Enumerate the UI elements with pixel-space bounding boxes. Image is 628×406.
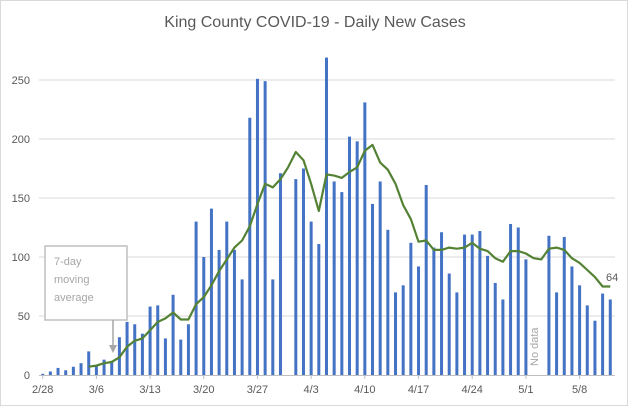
- bar-5/11: [601, 293, 605, 375]
- bar-2/29: [48, 371, 52, 375]
- x-tick-label: 5/8: [572, 384, 587, 396]
- bar-5/4: [547, 235, 551, 375]
- bar-4/18: [424, 185, 428, 375]
- bar-3/22: [217, 249, 221, 375]
- bar-5/1: [524, 259, 528, 375]
- bar-3/15: [163, 338, 167, 375]
- bar-4/3: [309, 221, 313, 375]
- bar-3/28: [263, 81, 267, 376]
- bar-4/2: [301, 168, 305, 375]
- bar-3/20: [202, 257, 206, 375]
- bar-3/5: [87, 351, 91, 375]
- bar-2/28: [41, 373, 45, 375]
- bar-3/8: [110, 360, 114, 375]
- bar-4/25: [478, 231, 482, 375]
- y-tick-label: 100: [12, 252, 30, 264]
- bar-4/19: [432, 247, 436, 375]
- bar-4/23: [463, 234, 467, 375]
- bar-5/6: [562, 236, 566, 375]
- bar-4/15: [401, 285, 405, 375]
- bar-3/30: [278, 173, 282, 375]
- bar-5/7: [570, 266, 574, 375]
- bar-5/8: [578, 285, 582, 375]
- bar-4/6: [332, 181, 336, 375]
- bar-4/17: [417, 266, 421, 375]
- bar-4/29: [509, 223, 513, 375]
- bar-4/22: [455, 292, 459, 375]
- chart-title: King County COVID-19 - Daily New Cases: [164, 14, 465, 31]
- bar-3/14: [156, 305, 160, 375]
- bar-3/16: [171, 294, 175, 375]
- x-tick-label: 4/3: [304, 384, 319, 396]
- x-tick-label: 3/27: [247, 384, 268, 396]
- last-value-label: 64: [606, 272, 618, 284]
- bar-3/3: [71, 366, 75, 375]
- bar-4/27: [493, 282, 497, 375]
- bar-3/6: [94, 365, 98, 375]
- bar-3/7: [102, 359, 106, 375]
- moving-average-callout: 7-day moving average: [44, 245, 128, 353]
- bar-4/20: [440, 232, 444, 375]
- moving-average-line: [88, 143, 611, 368]
- bar-4/12: [378, 181, 382, 375]
- bar-3/27: [255, 78, 259, 375]
- bar-4/8: [348, 136, 351, 375]
- x-tick-label: 3/6: [89, 384, 104, 396]
- x-tick-label: 3/13: [139, 384, 160, 396]
- bar-3/1: [56, 367, 60, 375]
- bar-4/7: [340, 192, 344, 375]
- bar-3/21: [209, 208, 213, 375]
- bar-4/10: [363, 102, 367, 376]
- arrow-head-icon: [109, 345, 117, 353]
- bar-4/26: [486, 255, 490, 375]
- bar-4/4: [317, 244, 321, 375]
- bar-4/5: [324, 57, 328, 375]
- bar-4/16: [409, 242, 413, 375]
- bar-3/18: [186, 324, 190, 375]
- x-tick-label: 5/1: [518, 384, 533, 396]
- x-tick-label: 4/10: [354, 384, 375, 396]
- bar-3/26: [248, 117, 252, 375]
- bar-3/4: [79, 363, 83, 375]
- bar-4/28: [501, 299, 505, 375]
- bar-3/19: [194, 221, 198, 375]
- callout-line-2: moving: [54, 274, 89, 286]
- bar-4/30: [516, 227, 520, 375]
- y-tick-label: 50: [18, 311, 30, 323]
- bar-5/9: [585, 305, 589, 375]
- bar-3/24: [232, 249, 236, 375]
- bar-5/5: [555, 292, 559, 375]
- bar-4/9: [355, 141, 359, 375]
- callout-line-3: average: [54, 292, 94, 304]
- bar-5/10: [593, 320, 597, 375]
- x-tick-label: 2/28: [32, 384, 53, 396]
- no-data-label: No data: [529, 327, 541, 366]
- bar-4/1: [294, 179, 298, 375]
- callout-line-1: 7-day: [54, 256, 82, 268]
- y-tick-label: 200: [12, 134, 30, 146]
- bar-4/13: [386, 229, 390, 375]
- y-tick-label: 250: [12, 75, 30, 87]
- bar-3/12: [140, 333, 144, 375]
- y-tick-label: 150: [12, 193, 30, 205]
- bar-3/13: [148, 306, 152, 375]
- bar-3/23: [225, 221, 229, 375]
- bar-4/11: [371, 203, 375, 375]
- x-tick-label: 4/17: [408, 384, 429, 396]
- x-tick-label: 4/24: [462, 384, 483, 396]
- x-tick-label: 3/20: [193, 384, 214, 396]
- callout-box: [44, 245, 128, 321]
- bar-4/24: [470, 234, 474, 375]
- y-tick-label: 0: [24, 370, 30, 382]
- bar-3/29: [271, 279, 275, 375]
- bar-3/11: [133, 324, 137, 375]
- bar-5/12: [608, 299, 612, 375]
- bar-3/2: [64, 370, 68, 375]
- bar-4/21: [447, 273, 451, 375]
- bar-3/25: [240, 279, 244, 375]
- bar-3/17: [179, 339, 183, 375]
- bar-4/14: [394, 292, 398, 375]
